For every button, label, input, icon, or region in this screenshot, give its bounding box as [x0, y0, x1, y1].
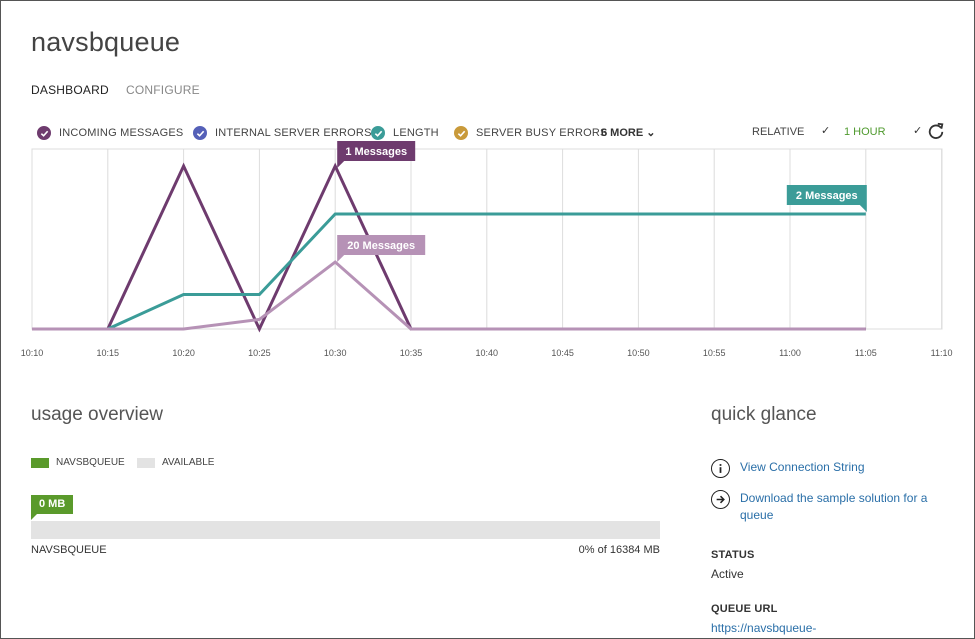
x-tick-label: 10:25 — [248, 348, 271, 358]
callout-box — [337, 235, 426, 255]
legend-server-busy-errors[interactable]: SERVER BUSY ERRORS — [454, 126, 608, 140]
chevron-down-icon[interactable]: ✓ — [821, 125, 831, 137]
callout-label: 20 Messages — [347, 240, 415, 252]
queue-url-label: QUEUE URL — [711, 603, 778, 615]
legend-label: SERVER BUSY ERRORS — [476, 127, 608, 139]
check-circle-icon — [371, 126, 385, 140]
callout-box — [337, 141, 416, 161]
usage-overview-title: usage overview — [31, 404, 164, 425]
info-icon — [711, 459, 730, 478]
legend-label: INTERNAL SERVER ERRORS — [215, 127, 372, 139]
usage-bar — [31, 521, 660, 539]
queue-url-link[interactable]: https://navsbqueue- — [711, 621, 817, 635]
x-tick-label: 11:05 — [855, 348, 877, 358]
tab-dashboard[interactable]: DASHBOARD — [31, 83, 109, 97]
usage-badge: 0 MB — [31, 495, 74, 520]
series-line — [32, 212, 866, 331]
usage-legend-available: AVAILABLE — [137, 457, 214, 468]
check-circle-icon — [37, 126, 51, 140]
x-tick-label: 10:40 — [476, 348, 499, 358]
view-connection-string-link[interactable]: View Connection String — [711, 459, 865, 478]
more-label: 6 MORE — [601, 127, 644, 139]
refresh-icon[interactable] — [927, 122, 945, 140]
range-select[interactable]: 1 HOUR — [844, 126, 886, 138]
series-line — [32, 260, 866, 331]
callout-pointer — [337, 161, 345, 168]
usage-bar-total: 0% of 16384 MB — [578, 544, 660, 556]
check-circle-icon — [454, 126, 468, 140]
usage-bar-name: NAVSBQUEUE — [31, 544, 107, 556]
x-tick-label: 11:00 — [779, 348, 801, 358]
legend-incoming-messages[interactable]: INCOMING MESSAGES — [37, 126, 183, 140]
x-tick-label: 10:30 — [324, 348, 347, 358]
legend-swatch — [31, 457, 49, 468]
quick-glance-title: quick glance — [711, 404, 817, 425]
x-tick-label: 10:35 — [400, 348, 423, 358]
legend-label: LENGTH — [393, 127, 439, 139]
metrics-chart: 10:10 10:15 10:20 10:25 10:30 10:35 10:40 10:45… — [21, 141, 953, 358]
x-tick-label: 11:10 — [931, 348, 953, 358]
tab-configure[interactable]: CONFIGURE — [126, 83, 200, 97]
callout-pointer — [859, 205, 867, 212]
x-tick-label: 10:10 — [21, 348, 44, 358]
x-tick-label: 10:55 — [703, 348, 726, 358]
x-tick-label: 10:45 — [551, 348, 574, 358]
legend-label: INCOMING MESSAGES — [59, 127, 184, 139]
x-tick-label: 10:15 — [97, 348, 120, 358]
callout-box — [786, 185, 867, 205]
callout-label: 2 Messages — [796, 190, 858, 202]
link-label: View Connection String — [740, 460, 865, 474]
mode-select[interactable]: RELATIVE — [752, 126, 805, 138]
page-title: navsbqueue — [31, 27, 181, 57]
legend-length[interactable]: LENGTH — [371, 126, 439, 140]
usage-legend-navsbqueue: NAVSBQUEUE — [31, 457, 125, 468]
legend-label: NAVSBQUEUE — [56, 457, 125, 468]
download-sample-link[interactable]: Download the sample solution for a queue — [711, 490, 951, 524]
callout-pointer — [337, 255, 345, 262]
chevron-down-icon[interactable]: ✓ — [913, 125, 923, 137]
x-tick-label: 10:50 — [627, 348, 650, 358]
legend-label: AVAILABLE — [162, 457, 215, 468]
legend-swatch — [137, 457, 155, 468]
arrow-right-icon — [711, 490, 730, 509]
x-tick-label: 10:20 — [172, 348, 195, 358]
check-circle-icon — [193, 126, 207, 140]
link-label: Download the sample solution for a queue — [740, 491, 928, 522]
status-label: STATUS — [711, 549, 755, 561]
chevron-down-icon: ⌄ — [646, 127, 656, 139]
legend-internal-server-errors[interactable]: INTERNAL SERVER ERRORS — [193, 126, 372, 140]
more-metrics-dropdown[interactable]: 6 MORE ⌄ — [601, 126, 655, 139]
callout-label: 1 Messages — [345, 146, 407, 158]
status-value: Active — [711, 567, 744, 581]
